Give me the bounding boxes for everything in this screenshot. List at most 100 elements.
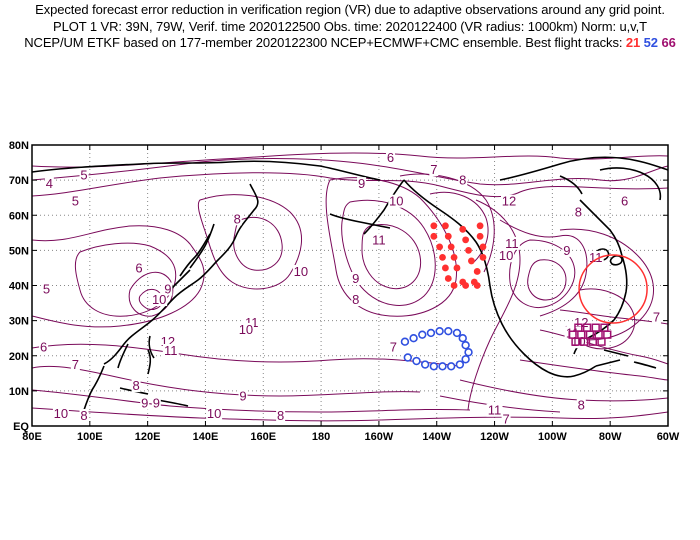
track-21-point [439, 254, 446, 261]
contour-label: 9 [352, 271, 359, 286]
lon-tick-label: 80E [22, 431, 42, 440]
contour-label: 7 [502, 411, 509, 426]
track-21-point [462, 282, 470, 289]
contour-label-bg [351, 271, 361, 285]
contour-label: 4 [46, 176, 53, 191]
contour-label: 8 [132, 378, 139, 393]
track-52-point [464, 348, 473, 357]
contour-label: 10 [152, 292, 166, 307]
track-52-point [400, 337, 410, 346]
contour-label-bg [79, 408, 89, 422]
contour-label: 6 [135, 260, 142, 275]
contour-label: 10 [207, 406, 221, 421]
lon-tick-label: 120W [480, 431, 509, 440]
track-21-point [436, 243, 444, 251]
contour-label: 10 [239, 322, 253, 337]
track-52-point [461, 341, 470, 350]
contour-label: 8 [234, 211, 241, 226]
lat-tick-label: 80N [9, 140, 29, 152]
contour-label-bg [429, 163, 439, 177]
lon-tick-label: 160E [250, 431, 276, 440]
title-line-2: PLOT 1 VR: 39N, 79W, Verif. time 2020122… [53, 18, 647, 34]
contour-label: 5 [80, 167, 87, 182]
track-66-point [588, 337, 597, 346]
track-21-point [450, 282, 458, 289]
track-52-point [461, 355, 470, 364]
track-21-point [473, 268, 481, 275]
track-52-point [429, 362, 439, 371]
track-21-point [468, 257, 475, 265]
lat-tick-label: 30N [9, 316, 29, 328]
track-21-point [447, 243, 455, 251]
contour-label-bg [232, 212, 242, 226]
contour-label-bg [458, 173, 468, 187]
contour-label: 8 [80, 408, 87, 423]
contour-label: 9 [358, 176, 365, 191]
contour-label: 5 [43, 282, 50, 297]
contour-label-bg [151, 293, 168, 307]
contour-label-bg [237, 322, 254, 336]
contour-label-bg [576, 398, 586, 412]
contour-label-bg [134, 261, 144, 275]
lon-tick-label: 100W [538, 431, 567, 440]
track-52-point [458, 333, 467, 343]
contour-label-bg [562, 243, 572, 257]
track-52-point [409, 333, 418, 343]
contour-label: 8 [352, 292, 359, 307]
track-21-point [473, 282, 481, 289]
contour-label-bg [503, 236, 520, 250]
track-21-point [430, 232, 438, 240]
track-66-point [580, 337, 589, 346]
contour-label-bg [573, 205, 583, 219]
track-21-point [459, 225, 467, 233]
contour-label-bg [163, 282, 173, 296]
contour-label: 8 [277, 408, 284, 423]
contour-label: 9 [141, 396, 148, 411]
lon-tick-label: 140W [422, 431, 451, 440]
contour-label: 10 [54, 406, 68, 421]
lat-tick-label: 60N [9, 210, 29, 222]
track-52-point [420, 360, 430, 369]
contour-label-bg [357, 177, 367, 191]
contour-label-bg [70, 194, 80, 208]
contour-label-bg [162, 343, 179, 357]
contour-label-bg [486, 403, 503, 417]
track-52-point [444, 326, 453, 336]
contour-label-bg [52, 407, 69, 421]
lon-tick-label: 120E [135, 431, 161, 440]
track-66-point [603, 330, 612, 339]
track-52-point [435, 326, 444, 336]
track-52-point [438, 362, 447, 371]
lat-tick-label: 20N [9, 351, 29, 363]
contour-layer [32, 152, 668, 422]
lat-tick-label: 70N [9, 175, 29, 187]
contour-label-bg [498, 249, 515, 263]
contour-label: 12 [574, 315, 588, 330]
contour-label: 7 [653, 310, 660, 325]
contour-label: 8 [459, 173, 466, 188]
lon-tick-label: 60W [657, 431, 680, 440]
contour-label-bg [370, 233, 387, 247]
contour-label-bg [388, 340, 398, 354]
track-52-point [426, 328, 436, 338]
lon-tick-label: 100E [77, 431, 103, 440]
contour-label-bg [206, 407, 223, 421]
contour-label: 9 [563, 243, 570, 258]
contour-label-bg [44, 177, 54, 191]
track-52-point [446, 362, 456, 371]
contour-label: 12 [502, 194, 516, 209]
track-21-point [453, 264, 461, 272]
track-52-point [412, 356, 421, 366]
track-21-point [444, 275, 452, 282]
track-21-label: 21 [625, 35, 641, 50]
contour-label: 7 [72, 357, 79, 372]
track-21-point [479, 243, 487, 251]
track-21-point [450, 254, 458, 261]
contour-label: 11 [372, 232, 386, 247]
lat-tick-label: EQ [13, 421, 29, 433]
contour-label-bg [501, 412, 511, 426]
contour-label-bg [587, 250, 604, 264]
plot-header: Expected forecast error reduction in ver… [0, 2, 700, 52]
contour-label-bg [501, 194, 517, 208]
